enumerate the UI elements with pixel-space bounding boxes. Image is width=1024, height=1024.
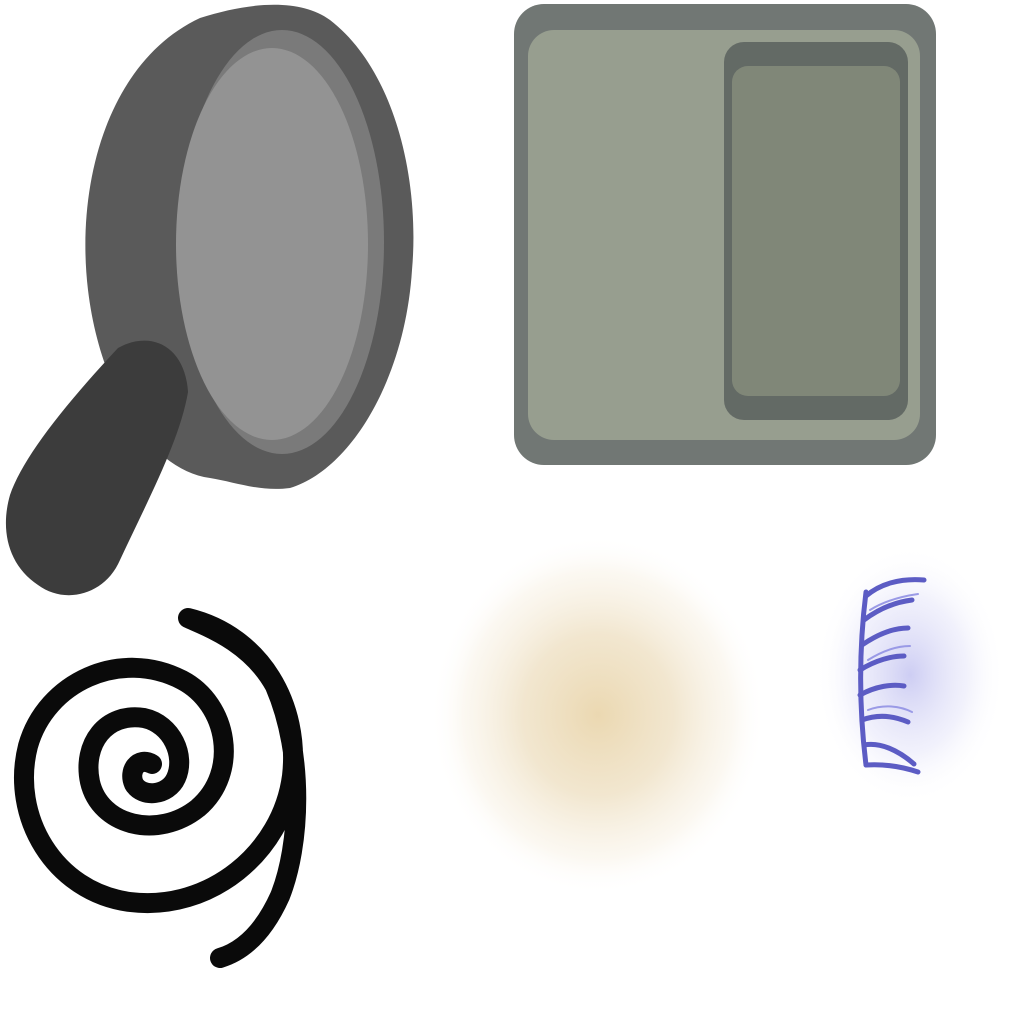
frying-pan-icon — [0, 0, 420, 600]
claw-slash-graphic — [815, 545, 1005, 805]
claw-highlights — [867, 593, 919, 713]
spiral-stroke — [14, 608, 307, 968]
two-pane-panel-icon — [510, 0, 940, 470]
claw-glow — [815, 545, 1005, 805]
frying-pan-graphic — [5, 4, 414, 596]
pan-handle — [5, 340, 188, 596]
pan-surface — [176, 48, 368, 440]
purple-claw-slash-icon — [800, 540, 1020, 820]
panel-inset-fill — [732, 66, 900, 396]
claw-strokes — [857, 577, 927, 775]
panel-graphic — [514, 4, 936, 465]
spiral-icon — [0, 596, 330, 968]
spiral-graphic — [14, 608, 307, 968]
dust-cloud-particle — [420, 520, 780, 920]
dust-cloud-graphic — [430, 535, 766, 895]
dust-cloud — [430, 535, 766, 895]
